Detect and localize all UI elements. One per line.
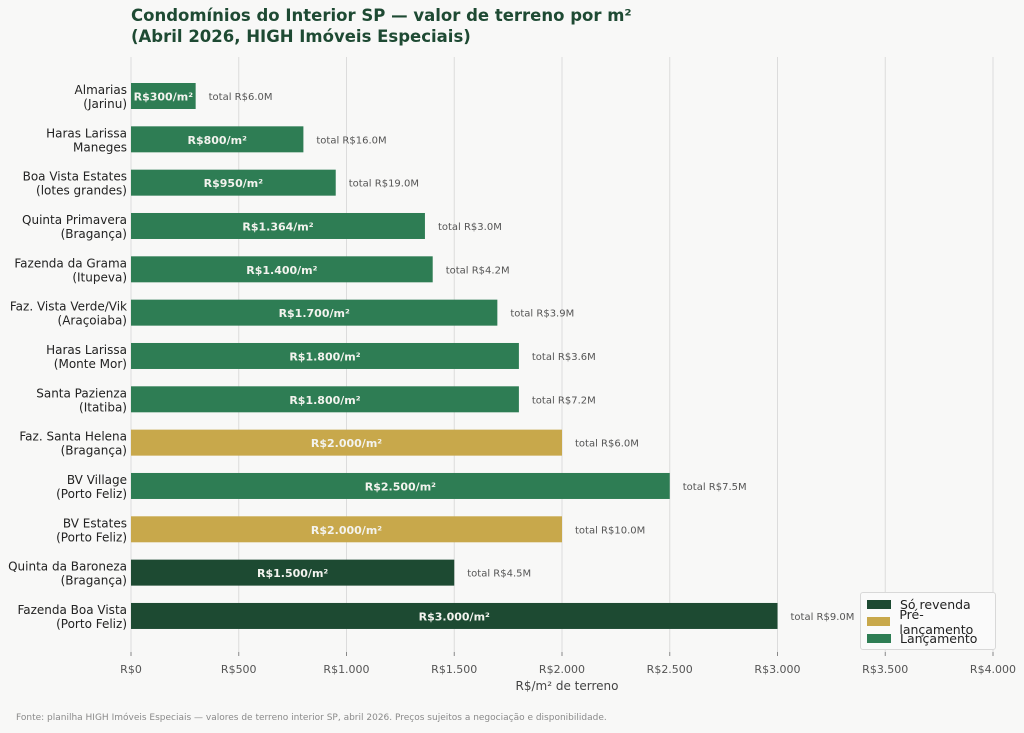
bar-value-label: R$2.500/m² — [365, 480, 436, 493]
bar — [131, 126, 304, 153]
y-axis-labels: Almarias(Jarinu)Haras LarissaManegesBoa … — [8, 83, 127, 631]
bar — [131, 299, 498, 326]
bar-total-label: total R$9.0M — [791, 612, 855, 623]
y-tick-label-line1: Quinta da Baroneza — [8, 560, 127, 574]
x-tick-label: R$3.500 — [862, 663, 908, 676]
bar — [131, 212, 425, 239]
bar-total-label: total R$16.0M — [316, 135, 386, 146]
legend-item-pre-lancamento: Pré-lançamento — [867, 607, 995, 637]
bar-value-label: R$1.800/m² — [289, 394, 360, 407]
bar — [131, 342, 519, 369]
bar-total-label: total R$4.2M — [446, 265, 510, 276]
bar-total-label: total R$3.6M — [532, 352, 596, 363]
y-tick-label-line2: (Jarinu) — [83, 97, 127, 111]
y-tick-label-line1: Almarias — [75, 83, 127, 97]
y-tick-label-line1: Fazenda Boa Vista — [17, 603, 127, 617]
y-tick-label-line2: (Bragança) — [61, 444, 127, 458]
x-axis-label: R$/m² de terreno — [516, 679, 619, 693]
legend-item-lancamento: Lançamento — [867, 630, 995, 647]
legend-label: Só revenda — [900, 597, 971, 612]
y-tick-label-line2: (Monte Mor) — [54, 357, 127, 371]
bar-value-label: R$1.364/m² — [242, 220, 313, 233]
y-tick-label-line2: (Bragança) — [61, 574, 127, 588]
y-tick-label-line2: (Porto Feliz) — [56, 530, 127, 544]
bar — [131, 472, 670, 499]
legend-item-so-revenda: Só revenda — [867, 596, 995, 613]
bar-total-label: total R$10.0M — [575, 525, 645, 536]
y-tick-label-line1: Santa Pazienza — [36, 386, 127, 400]
bar-value-label: R$2.000/m² — [311, 437, 382, 450]
bar-value-label: R$950/m² — [204, 177, 264, 190]
bar-total-label: total R$6.0M — [575, 439, 639, 450]
x-tick-label: R$1.500 — [431, 663, 477, 676]
legend: Só revenda Pré-lançamento Lançamento — [860, 592, 996, 650]
bar-value-label: R$1.800/m² — [289, 350, 360, 363]
bar-total-label: total R$4.5M — [467, 569, 531, 580]
y-tick-label-line2: (Porto Feliz) — [56, 617, 127, 631]
legend-swatch — [867, 600, 891, 609]
x-tick-label: R$4.000 — [970, 663, 1016, 676]
y-tick-label-line1: Haras Larissa — [46, 343, 127, 357]
legend-label: Pré-lançamento — [899, 606, 974, 637]
bar-value-label: R$800/m² — [188, 134, 248, 147]
bar — [131, 516, 562, 543]
y-tick-label-line1: Faz. Santa Helena — [19, 430, 127, 444]
y-tick-label-line1: Haras Larissa — [46, 126, 127, 140]
legend-swatch — [867, 634, 891, 643]
y-tick-label-line1: BV Village — [67, 473, 127, 487]
y-tick-label-line2: (Itupeva) — [72, 270, 127, 284]
bar — [131, 83, 196, 109]
bar — [131, 429, 562, 456]
y-tick-label-line2: Maneges — [73, 140, 127, 154]
x-tick-label: R$2.500 — [647, 663, 693, 676]
y-tick-label-line2: (Itatiba) — [79, 400, 127, 414]
bar-value-label: R$1.400/m² — [246, 264, 317, 277]
bar — [131, 602, 778, 629]
y-tick-label-line2: (Araçoiaba) — [58, 314, 127, 328]
bar — [131, 386, 519, 413]
bar-total-label: total R$7.2M — [532, 395, 596, 406]
y-tick-label-line1: BV Estates — [63, 516, 127, 530]
bars: R$300/m² total R$6.0M R$800/m² total R$16.0… — [131, 83, 854, 629]
legend-label: Lançamento — [900, 631, 978, 646]
bar-value-label: R$1.500/m² — [257, 567, 328, 580]
y-tick-label-line1: Boa Vista Estates — [23, 170, 127, 184]
bar-total-label: total R$6.0M — [209, 92, 273, 103]
y-tick-label-line2: (Bragança) — [61, 227, 127, 241]
y-tick-label-line2: (lotes grandes) — [36, 184, 127, 198]
bar — [131, 169, 336, 196]
x-tick-label: R$2.000 — [539, 663, 585, 676]
bar-total-label: total R$3.0M — [438, 222, 502, 233]
bar-total-label: total R$19.0M — [349, 179, 419, 190]
bar-value-label: R$300/m² — [134, 91, 194, 104]
bar — [131, 256, 433, 283]
bar-value-label: R$3.000/m² — [419, 610, 490, 623]
footnote: Fonte: planilha HIGH Imóveis Especiais —… — [16, 713, 607, 723]
y-tick-label-line1: Fazenda da Grama — [14, 256, 127, 270]
x-tick-label: R$3.000 — [754, 663, 800, 676]
y-tick-label-line2: (Porto Feliz) — [56, 487, 127, 501]
x-tick-label: R$0 — [120, 663, 142, 676]
y-tick-label-line1: Faz. Vista Verde/Vik — [10, 300, 127, 314]
x-tick-label: R$500 — [221, 663, 257, 676]
bar-total-label: total R$7.5M — [683, 482, 747, 493]
bar-value-label: R$1.700/m² — [279, 307, 350, 320]
legend-swatch — [867, 617, 891, 626]
bar — [131, 559, 455, 586]
x-axis: R$0 R$500 R$1.000 R$1.500 R$2.000 R$2.500 R$3.… — [120, 652, 1016, 676]
chart-title: Condomínios do Interior SP — valor de te… — [131, 6, 632, 46]
bar-total-label: total R$3.9M — [510, 309, 574, 320]
bar-value-label: R$2.000/m² — [311, 524, 382, 537]
x-tick-label: R$1.000 — [323, 663, 369, 676]
y-tick-label-line1: Quinta Primavera — [22, 213, 127, 227]
